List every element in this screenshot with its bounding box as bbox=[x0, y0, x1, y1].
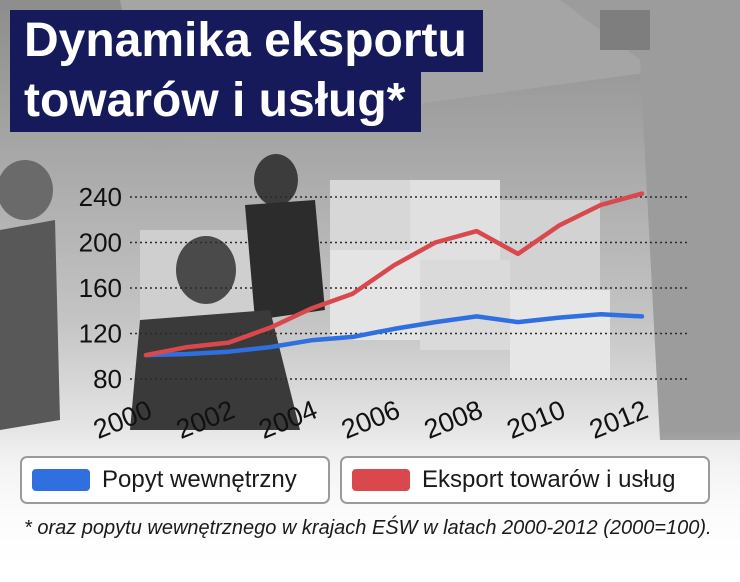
legend-item-domestic-demand: Popyt wewnętrzny bbox=[20, 456, 330, 504]
legend-label-domestic: Popyt wewnętrzny bbox=[102, 466, 297, 493]
y-tick-label: 200 bbox=[79, 228, 122, 258]
x-axis-ticks: 2000 2002 2004 2006 2008 2010 2012 bbox=[89, 394, 652, 444]
series-lines bbox=[143, 191, 645, 358]
legend-swatch-exports bbox=[352, 469, 410, 491]
y-axis-ticks: 80 120 160 200 240 bbox=[79, 182, 122, 394]
x-tick-label: 2010 bbox=[502, 394, 569, 444]
x-tick-label: 2000 bbox=[89, 394, 156, 444]
legend-label-exports: Eksport towarów i usług bbox=[422, 466, 676, 493]
y-tick-label: 120 bbox=[79, 319, 122, 349]
series-line-domestic-demand bbox=[143, 311, 645, 358]
x-tick-label: 2006 bbox=[337, 394, 404, 444]
legend-item-exports: Eksport towarów i usług bbox=[340, 456, 710, 504]
legend-swatch-domestic bbox=[32, 469, 90, 491]
y-tick-label: 80 bbox=[93, 364, 122, 394]
chart-title-line-1: Dynamika eksportu bbox=[10, 10, 483, 72]
y-tick-label: 240 bbox=[79, 182, 122, 212]
x-tick-label: 2008 bbox=[420, 394, 487, 444]
x-tick-label: 2004 bbox=[254, 394, 321, 444]
footnote: * oraz popytu wewnętrznego w krajach EŚW… bbox=[24, 517, 712, 539]
y-tick-label: 160 bbox=[79, 273, 122, 303]
x-tick-label: 2002 bbox=[172, 394, 239, 444]
chart-title-line-2: towarów i usług* bbox=[10, 70, 422, 132]
gridlines bbox=[130, 196, 690, 380]
x-tick-label: 2012 bbox=[585, 394, 652, 444]
